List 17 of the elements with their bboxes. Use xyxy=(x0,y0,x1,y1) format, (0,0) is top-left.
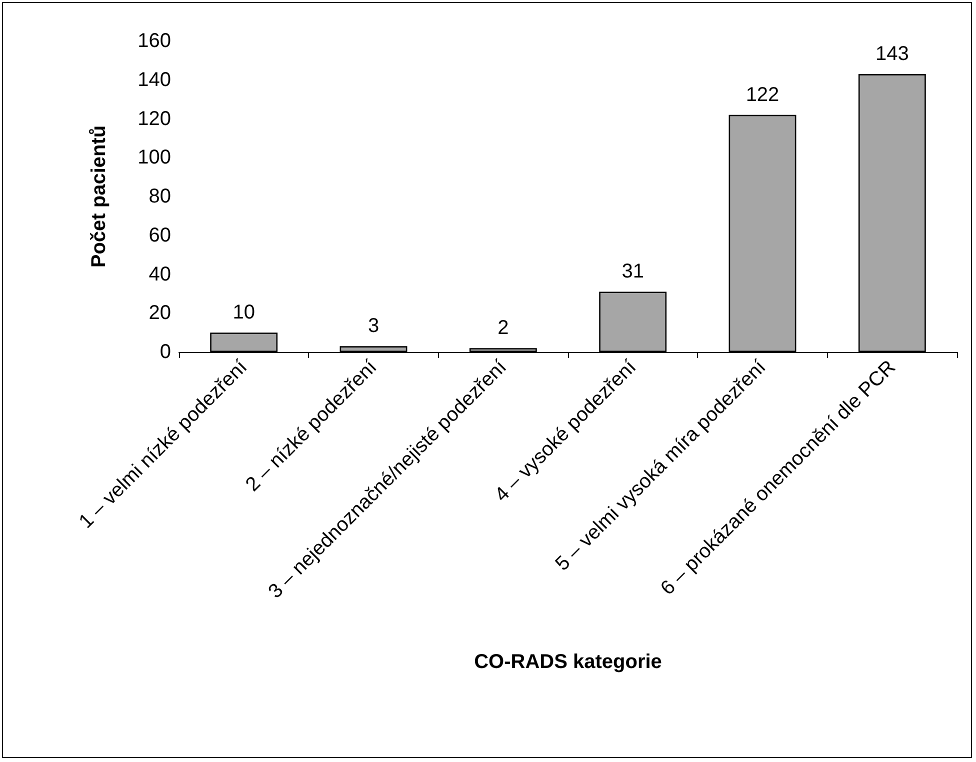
data-label: 122 xyxy=(746,84,780,106)
y-tick-label: 20 xyxy=(148,302,171,324)
data-label: 31 xyxy=(622,260,644,283)
data-label: 2 xyxy=(498,317,509,340)
data-label: 143 xyxy=(875,43,909,66)
y-axis-title: Počet pacientů xyxy=(88,125,110,268)
y-tick-label: 80 xyxy=(148,186,171,208)
y-tick-label: 160 xyxy=(138,30,171,52)
y-tick-label: 140 xyxy=(138,68,171,91)
y-tick-label: 0 xyxy=(160,341,171,363)
y-tick-label: 60 xyxy=(148,224,171,246)
y-tick-label: 120 xyxy=(138,108,171,130)
y-tick-label: 100 xyxy=(138,146,171,169)
data-label: 10 xyxy=(232,302,255,324)
data-label: 3 xyxy=(368,315,380,338)
y-tick-label: 40 xyxy=(148,263,171,286)
x-axis-title: CO-RADS kategorie xyxy=(474,651,662,673)
